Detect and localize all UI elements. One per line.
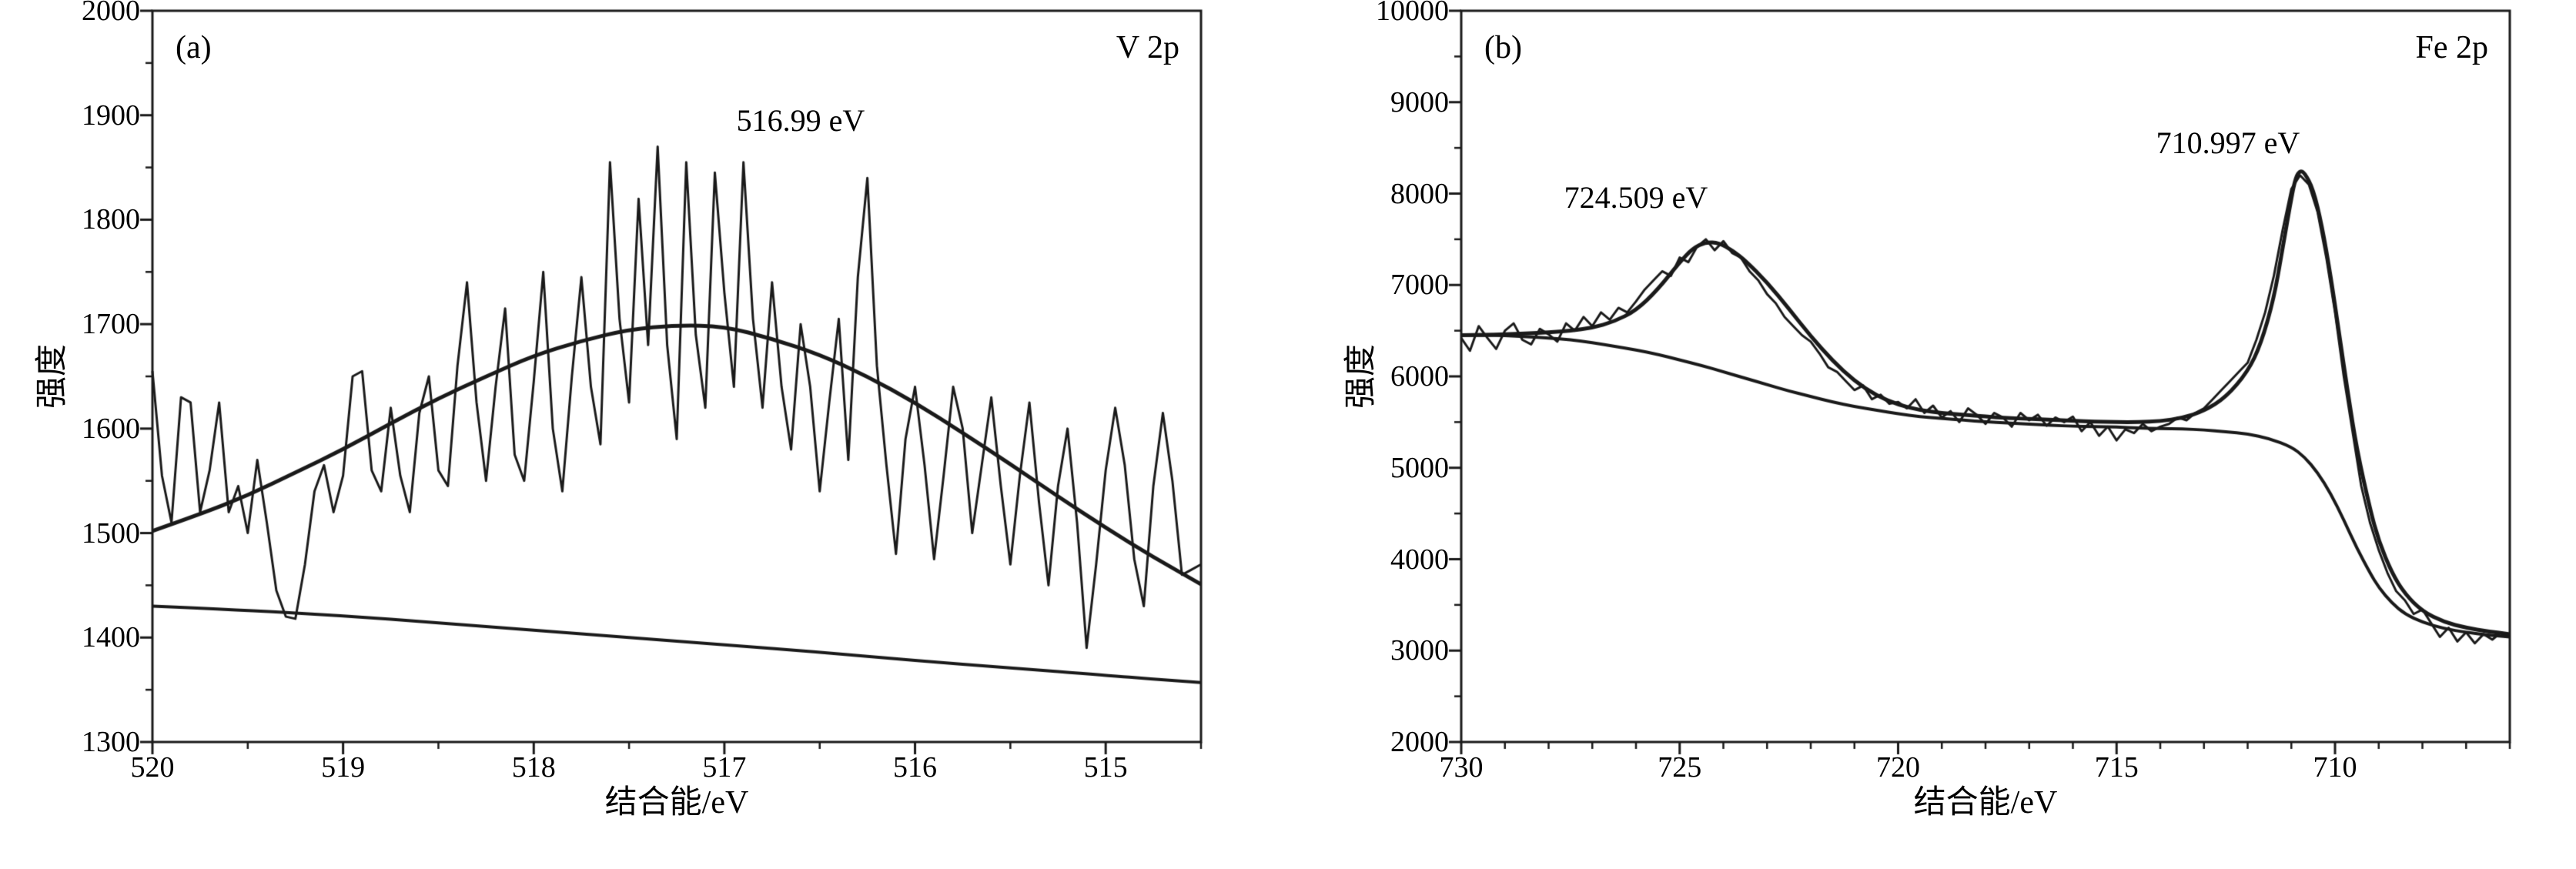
x-tick-label: 710: [2313, 751, 2357, 784]
spectrum-label: V 2p: [1116, 30, 1179, 65]
peak-annotation: 724.509 eV: [1564, 180, 1708, 216]
y-tick-label: 1400: [82, 621, 140, 654]
y-tick-label: 10000: [1376, 0, 1449, 27]
y-tick-label: 1300: [82, 726, 140, 758]
y-tick-label: 2000: [82, 0, 140, 27]
x-tick-label: 725: [1658, 751, 1702, 784]
y-tick-label: 7000: [1390, 269, 1449, 302]
x-tick-label: 520: [130, 751, 175, 784]
y-tick-label: 5000: [1390, 451, 1449, 484]
y-tick-label: 6000: [1390, 360, 1449, 393]
x-tick-label: 517: [702, 751, 747, 784]
y-tick-label: 9000: [1390, 85, 1449, 119]
plot-canvas-a: [0, 0, 1288, 869]
y-tick-label: 8000: [1390, 177, 1449, 210]
x-tick-label: 715: [2094, 751, 2139, 784]
panel-b: 强度 结合能/eV (b) Fe 2p 730 725 720 715 710 2000 3…: [1288, 0, 2576, 869]
y-tick-label: 4000: [1390, 543, 1449, 576]
y-tick-label: 2000: [1390, 726, 1449, 758]
y-axis-label: 强度: [35, 343, 70, 409]
x-tick-label: 730: [1439, 751, 1484, 784]
peak-annotation: 516.99 eV: [736, 102, 865, 138]
x-axis-label: 结合能/eV: [1913, 785, 2058, 821]
y-tick-label: 1900: [82, 99, 140, 132]
y-tick-label: 1600: [82, 412, 140, 445]
y-tick-label: 1800: [82, 203, 140, 236]
x-tick-label: 518: [511, 751, 556, 784]
y-tick-label: 3000: [1390, 634, 1449, 667]
x-tick-label: 516: [893, 751, 938, 784]
x-tick-label: 720: [1876, 751, 1920, 784]
x-tick-label: 515: [1083, 751, 1128, 784]
panel-label: (a): [176, 30, 212, 65]
panel-a: 强度 结合能/eV (a) V 2p 520 519 518 517 516 515 130…: [0, 0, 1288, 869]
x-axis-label: 结合能/eV: [604, 785, 749, 821]
y-tick-label: 1500: [82, 516, 140, 550]
y-axis-label: 强度: [1343, 343, 1379, 409]
x-tick-label: 519: [321, 751, 366, 784]
plot-canvas-b: [1288, 0, 2576, 869]
panel-label: (b): [1484, 30, 1522, 65]
spectrum-label: Fe 2p: [2415, 30, 2489, 65]
peak-annotation: 710.997 eV: [2156, 125, 2300, 161]
y-tick-label: 1700: [82, 308, 140, 341]
